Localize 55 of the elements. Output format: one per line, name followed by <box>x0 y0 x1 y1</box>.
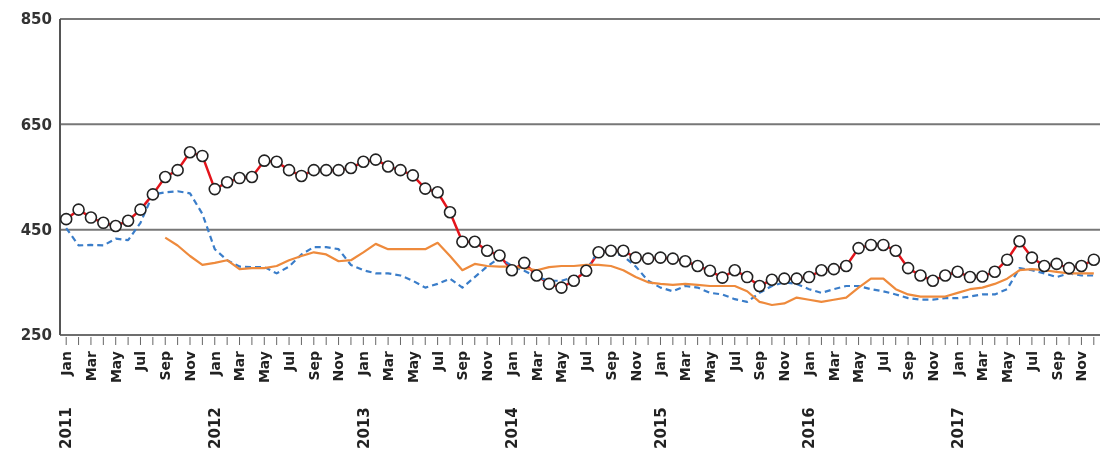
x-tick-label: May <box>404 351 421 384</box>
x-tick-label: Jul <box>280 351 297 372</box>
x-tick-label: May <box>701 351 718 384</box>
x-tick-label: Jul <box>429 351 446 372</box>
x-tick-label: Jan <box>206 351 223 377</box>
x-tick-label: Sep <box>900 351 916 381</box>
x-tick-label: Sep <box>157 351 174 381</box>
y-tick-label: 450 <box>20 220 52 239</box>
text: 2014 <box>503 407 522 449</box>
x-tick-label: Jan <box>949 351 966 377</box>
x-tick-label: Mar <box>380 350 396 382</box>
x-tick-label: Nov <box>924 351 941 382</box>
x-tick-label: Mar <box>528 350 545 382</box>
x-tick-label: Jul <box>578 351 595 372</box>
x-tick-label: Sep <box>454 351 471 381</box>
x-tick-label: Sep <box>602 351 619 381</box>
y-tick-label: 650 <box>20 115 52 134</box>
x-tick-label: Mar <box>974 350 991 382</box>
x-tick-label: Mar <box>82 350 99 382</box>
x-tick-label: Jan <box>355 351 372 377</box>
line-series <box>65 190 1095 303</box>
x-tick-label: Sep <box>751 351 768 381</box>
x-tick-label: May <box>256 351 273 384</box>
x-tick-label: Nov <box>181 351 198 382</box>
x-tick-label: Nov <box>1073 351 1090 382</box>
x-tick-label: Jan <box>800 351 817 377</box>
x-tick-label: Nov <box>627 351 644 382</box>
x-tick-label: May <box>107 351 124 384</box>
x-tick-label: Nov <box>479 351 496 382</box>
x-tick-label: Jul <box>726 351 743 372</box>
x-tick-label: Mar <box>677 350 694 382</box>
x-tick-label: Mar <box>231 350 248 382</box>
x-tick-label: Nov <box>330 351 347 382</box>
x-tick-label: May <box>999 351 1016 384</box>
x-tick-label: Jul <box>875 351 892 372</box>
x-tick-label: Nov <box>776 351 793 382</box>
text: 2017 <box>948 407 967 449</box>
y-tick-label: 850 <box>20 10 52 29</box>
text: 2011 <box>57 407 76 449</box>
text: 2016 <box>800 407 819 449</box>
x-tick-label: Jul <box>132 351 149 372</box>
x-tick-label: Jan <box>503 351 520 377</box>
x-tick-label: Mar <box>825 350 842 382</box>
x-tick-label: May <box>850 351 867 384</box>
line-series <box>164 236 1095 307</box>
x-tick-label: May <box>553 351 570 384</box>
text: 2013 <box>354 407 373 449</box>
text: 2012 <box>206 407 225 449</box>
x-tick-label: Jul <box>1023 351 1040 372</box>
y-tick-label: 250 <box>20 326 52 345</box>
x-tick-label: Sep <box>1048 351 1065 381</box>
x-tick-label: Jan <box>58 351 75 377</box>
x-tick-label: Sep <box>305 351 322 381</box>
x-tick-label: Jan <box>652 351 669 377</box>
text: 2015 <box>651 407 670 449</box>
